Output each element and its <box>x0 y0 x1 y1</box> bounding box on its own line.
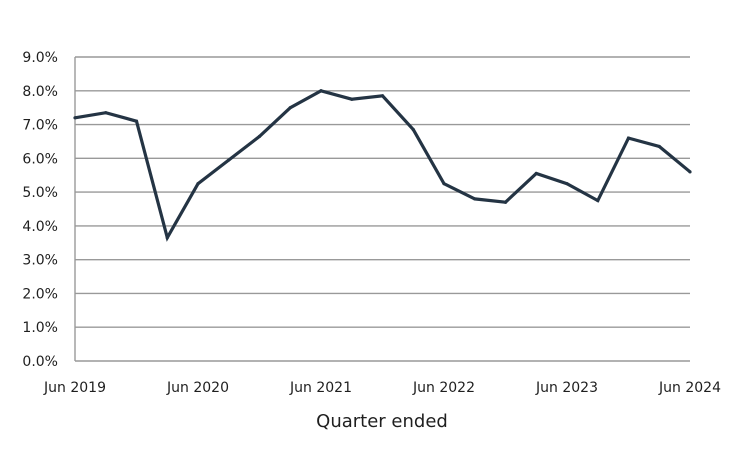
y-tick-label: 9.0% <box>22 50 58 66</box>
gridlines <box>74 56 690 362</box>
data-point <box>257 134 262 138</box>
data-point <box>503 200 508 204</box>
data-point <box>596 198 600 203</box>
y-tick-label: 2.0% <box>22 286 58 302</box>
data-point <box>288 106 292 110</box>
x-tick-label: Jun 2024 <box>658 380 721 396</box>
y-tick-label: 7.0% <box>22 118 58 134</box>
data-point <box>227 158 231 162</box>
x-tick-label: Jun 2022 <box>412 380 475 396</box>
data-point <box>534 171 538 176</box>
y-tick-label: 1.0% <box>22 320 58 336</box>
data-point <box>442 182 446 186</box>
x-axis-title: Quarter ended <box>316 411 448 432</box>
data-point <box>196 182 200 186</box>
data-point <box>657 144 661 149</box>
x-tick-label: Jun 2019 <box>43 380 106 396</box>
data-point <box>411 128 415 132</box>
data-point <box>473 197 477 201</box>
y-tick-label: 8.0% <box>22 84 58 100</box>
x-axis-ticks: Jun 2019 Jun 2020 Jun 2021 Jun 2022 Jun 2023… <box>43 380 721 396</box>
data-point <box>380 94 385 98</box>
data-point <box>565 182 569 186</box>
x-tick-label: Jun 2023 <box>535 380 598 396</box>
data-point <box>626 136 631 140</box>
data-point <box>104 111 108 115</box>
x-tick-label: Jun 2021 <box>289 380 352 396</box>
data-point <box>350 97 354 101</box>
y-tick-label: 3.0% <box>22 253 58 269</box>
data-point <box>688 170 692 174</box>
x-tick-label: Jun 2020 <box>166 380 229 396</box>
data-point <box>73 116 77 120</box>
series-line <box>74 89 692 242</box>
y-tick-label: 0.0% <box>22 354 58 370</box>
data-point <box>134 119 139 123</box>
y-tick-label: 5.0% <box>22 185 58 201</box>
y-tick-label: 4.0% <box>22 219 58 235</box>
y-axis-ticks: 0.0% 1.0% 2.0% 3.0% 4.0% 5.0% 6.0% 7.0% 8.0% 9.0% <box>22 50 58 370</box>
data-point <box>319 89 323 93</box>
y-tick-label: 6.0% <box>22 151 58 167</box>
data-points <box>73 89 692 240</box>
data-point <box>165 236 169 240</box>
